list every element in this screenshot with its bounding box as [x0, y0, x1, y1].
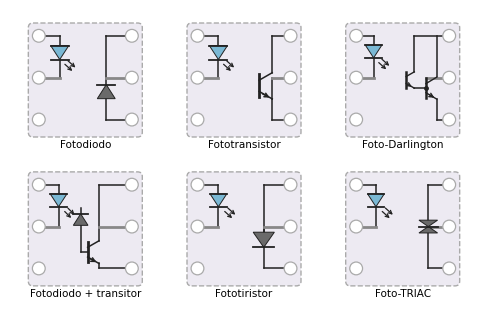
Circle shape: [125, 71, 138, 84]
Polygon shape: [210, 194, 227, 207]
Title: Foto-TRIAC: Foto-TRIAC: [375, 289, 431, 299]
Circle shape: [350, 178, 363, 191]
Title: Fotodiodo + transitor: Fotodiodo + transitor: [30, 289, 141, 299]
Circle shape: [125, 113, 138, 126]
Circle shape: [32, 113, 45, 126]
Title: Foto-Darlington: Foto-Darlington: [362, 140, 444, 150]
Circle shape: [350, 113, 363, 126]
Circle shape: [284, 178, 297, 191]
Circle shape: [125, 220, 138, 233]
Circle shape: [350, 29, 363, 42]
FancyBboxPatch shape: [28, 23, 142, 137]
Circle shape: [125, 178, 138, 191]
Circle shape: [32, 262, 45, 275]
Polygon shape: [50, 194, 67, 207]
Polygon shape: [73, 214, 88, 225]
Circle shape: [443, 29, 456, 42]
Polygon shape: [419, 227, 438, 233]
Circle shape: [443, 71, 456, 84]
FancyBboxPatch shape: [346, 23, 460, 137]
Title: Fototransistor: Fototransistor: [207, 140, 281, 150]
Circle shape: [32, 178, 45, 191]
Circle shape: [443, 262, 456, 275]
Circle shape: [191, 178, 204, 191]
Circle shape: [284, 71, 297, 84]
Title: Fototiristor: Fototiristor: [215, 289, 273, 299]
Circle shape: [284, 220, 297, 233]
Circle shape: [191, 113, 204, 126]
Circle shape: [284, 262, 297, 275]
Circle shape: [443, 113, 456, 126]
Polygon shape: [366, 45, 382, 58]
Circle shape: [125, 29, 138, 42]
Polygon shape: [97, 85, 115, 99]
FancyBboxPatch shape: [187, 172, 301, 286]
Polygon shape: [51, 46, 69, 60]
Circle shape: [350, 220, 363, 233]
Polygon shape: [253, 232, 274, 247]
Polygon shape: [209, 46, 227, 60]
FancyBboxPatch shape: [187, 23, 301, 137]
Circle shape: [32, 71, 45, 84]
Circle shape: [191, 71, 204, 84]
Circle shape: [350, 262, 363, 275]
Polygon shape: [419, 220, 438, 227]
Circle shape: [32, 29, 45, 42]
Circle shape: [191, 29, 204, 42]
Circle shape: [191, 262, 204, 275]
FancyBboxPatch shape: [346, 172, 460, 286]
Circle shape: [443, 220, 456, 233]
Circle shape: [125, 262, 138, 275]
Circle shape: [32, 220, 45, 233]
Circle shape: [443, 178, 456, 191]
Circle shape: [191, 220, 204, 233]
Circle shape: [350, 71, 363, 84]
Circle shape: [284, 113, 297, 126]
Title: Fotodiodo: Fotodiodo: [60, 140, 111, 150]
FancyBboxPatch shape: [28, 172, 142, 286]
Circle shape: [284, 29, 297, 42]
Polygon shape: [367, 194, 384, 207]
